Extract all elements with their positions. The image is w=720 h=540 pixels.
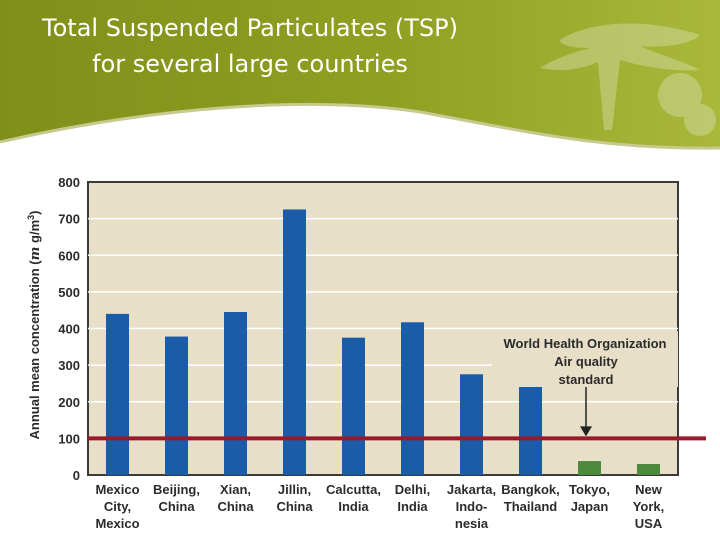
x-category-label: Jillin, China (276, 482, 313, 514)
arrow-down-icon (580, 426, 592, 437)
x-category-label: Beijing, China (153, 482, 200, 514)
bar (106, 313, 129, 475)
y-tick-label: 800 (58, 175, 80, 190)
tree-decoration-icon (540, 23, 716, 136)
slide-title-line-2: for several large countries (92, 50, 408, 78)
x-category-label: Bangkok, Thailand (501, 482, 560, 514)
bar (342, 337, 365, 475)
header-banner (0, 0, 720, 150)
x-category-label: Xian, China (217, 482, 254, 514)
y-tick-label: 200 (58, 395, 80, 410)
y-tick-label: 500 (58, 285, 80, 300)
annotation-line: standard (559, 372, 614, 387)
y-tick-label: 400 (58, 322, 80, 337)
bars (106, 209, 660, 475)
x-category-label: Tokyo, Japan (569, 482, 610, 514)
bar (401, 322, 424, 475)
x-category-label: Delhi, India (395, 482, 430, 514)
bar-chart: 0 100 200 300 400 500 600 700 800 World Health O… (26, 175, 706, 531)
y-tick-label: 700 (58, 212, 80, 227)
bar (283, 209, 306, 475)
slide-title: Total Suspended Particulates (TSP) for s… (0, 10, 500, 82)
bar (578, 461, 601, 475)
annotation-line: Air quality (554, 354, 618, 369)
slide-header: Total Suspended Particulates (TSP) for s… (0, 0, 720, 150)
y-tick-label: 600 (58, 248, 80, 263)
who-annotation: World Health Organization Air quality stan… (492, 331, 678, 437)
bar (165, 336, 188, 475)
y-tick-label: 100 (58, 431, 80, 446)
slide-title-line-1: Total Suspended Particulates (TSP) (42, 14, 458, 42)
y-tick-label: 300 (58, 358, 80, 373)
y-tick-label: 0 (73, 468, 80, 483)
annotation-background (492, 331, 678, 387)
x-category-label: Calcutta, India (326, 482, 381, 514)
y-tick-labels: 0 100 200 300 400 500 600 700 800 (58, 175, 80, 483)
x-category-label: New York, USA (633, 482, 665, 531)
y-axis-title: Annual mean concentration (m g/m3) (26, 211, 43, 440)
x-category-label: Mexico City, Mexico (95, 482, 139, 531)
annotation-line: World Health Organization (504, 336, 667, 351)
x-category-label: Jakarta, Indo-nesia (447, 482, 496, 531)
bar (460, 374, 483, 475)
bar (519, 373, 542, 475)
bar (637, 464, 660, 475)
bar (224, 312, 247, 475)
x-category-labels: Mexico City, Mexico Beijing, China Xian, China… (95, 482, 664, 531)
